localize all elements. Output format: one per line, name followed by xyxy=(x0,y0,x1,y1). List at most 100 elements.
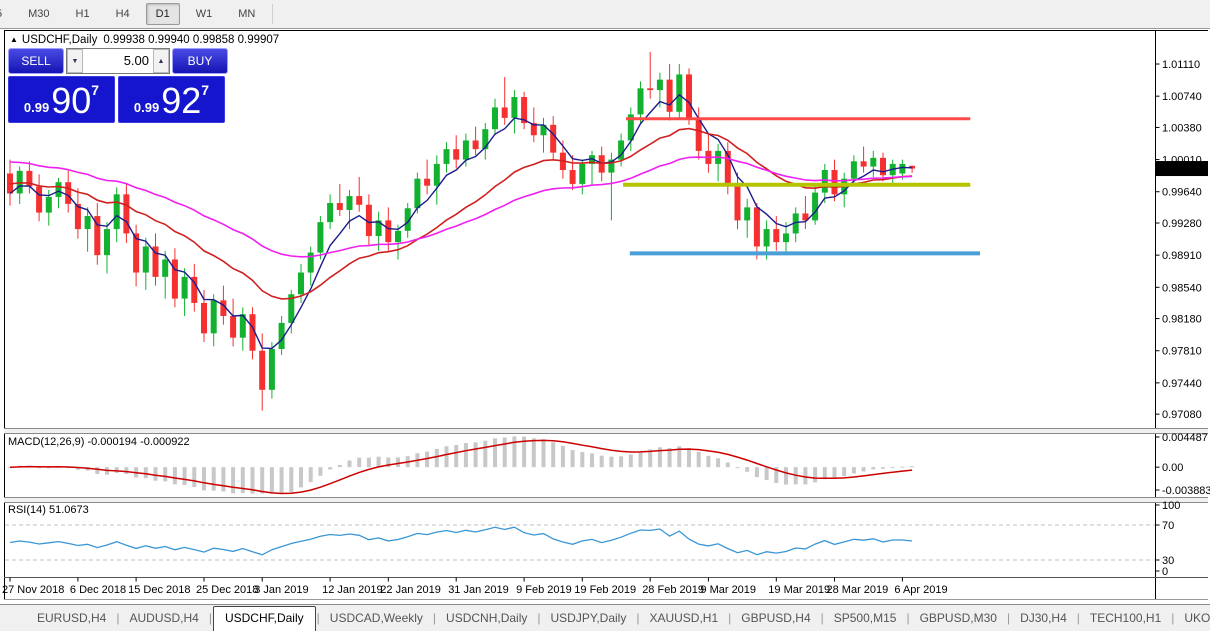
price-tick-label: 0.97810 xyxy=(1162,346,1202,358)
macd-bar xyxy=(202,467,206,491)
volume-decrease-button[interactable]: ▼ xyxy=(67,49,83,73)
macd-bar xyxy=(46,467,51,469)
tab-usdcad-weekly[interactable]: USDCAD,Weekly xyxy=(329,611,423,625)
tab-usdchf-daily[interactable]: USDCHF,Daily xyxy=(212,606,316,631)
candle-body xyxy=(860,161,867,167)
timeframe-button-mn[interactable]: MN xyxy=(238,8,256,20)
candle-body xyxy=(656,79,663,91)
macd-bar xyxy=(386,457,391,468)
tab-usdcnh-daily[interactable]: USDCNH,Daily xyxy=(446,611,528,625)
macd-bar xyxy=(754,467,759,478)
timeframe-button-d1[interactable]: D1 xyxy=(145,3,180,25)
candle-body xyxy=(647,88,654,91)
price-tick-label: 0.99280 xyxy=(1162,218,1202,230)
buy-price-big: 92 xyxy=(161,80,202,121)
timeframe-button-m30[interactable]: M30 xyxy=(28,8,50,20)
macd-bar xyxy=(163,467,168,482)
tab-dj30-h4[interactable]: DJ30,H4 xyxy=(1020,611,1067,625)
macd-bar xyxy=(890,467,895,469)
tab-separator: | xyxy=(316,611,320,625)
tab-sp500-m15[interactable]: SP500,M15 xyxy=(833,611,897,625)
macd-bar xyxy=(153,467,158,481)
macd-signal-line xyxy=(9,439,913,495)
candle-body xyxy=(385,220,392,243)
volume-increase-button[interactable]: ▲ xyxy=(153,49,169,73)
macd-bar xyxy=(774,467,779,484)
candle-body xyxy=(686,74,692,118)
macd-bar xyxy=(570,450,575,468)
macd-bar xyxy=(473,442,478,468)
tab-audusd-h4[interactable]: AUDUSD,H4 xyxy=(129,611,199,625)
candle-body xyxy=(492,107,498,130)
macd-bar xyxy=(192,467,197,488)
macd-bar xyxy=(376,456,381,468)
candle-body xyxy=(540,124,547,136)
volume-input[interactable]: 5.00 xyxy=(123,53,149,68)
candle-body xyxy=(239,314,246,338)
price-tick-label: 1.00380 xyxy=(1162,122,1202,134)
candle-body xyxy=(268,348,275,390)
macd-bar xyxy=(590,453,594,468)
macd-bar xyxy=(696,451,701,468)
tab-gbpusd-m30[interactable]: GBPUSD,M30 xyxy=(919,611,997,625)
date-axis-label: 28 Mar 2019 xyxy=(827,584,889,596)
tab-uko[interactable]: UKO xyxy=(1184,611,1210,625)
timeframe-button-h4[interactable]: H4 xyxy=(115,8,130,20)
tab-eurusd-h4[interactable]: EURUSD,H4 xyxy=(37,611,107,625)
candle-body xyxy=(637,88,644,115)
macd-bar xyxy=(269,467,274,494)
date-axis-label: 9 Feb 2019 xyxy=(516,584,572,596)
candle-body xyxy=(123,194,130,234)
sell-price-panel[interactable]: 0.99 90 7 xyxy=(8,76,115,123)
macd-bar xyxy=(706,455,711,468)
macd-bar xyxy=(260,467,265,494)
candle-body xyxy=(94,216,101,256)
macd-bar xyxy=(454,445,459,468)
timeframe-button-w1[interactable]: W1 xyxy=(195,8,213,20)
macd-bar xyxy=(580,452,585,468)
macd-bar xyxy=(871,467,876,470)
collapse-chart-icon[interactable]: ▲ xyxy=(10,35,18,44)
macd-axis-label: 0.00 xyxy=(1162,462,1183,474)
candle-body xyxy=(618,140,625,160)
candle-body xyxy=(249,314,256,351)
tab-tech100-h1[interactable]: TECH100,H1 xyxy=(1089,611,1162,625)
timeframe-toolbar: 5 M30 H1 H4 D1 W1 MN xyxy=(0,0,1210,29)
macd-bar xyxy=(522,436,527,468)
candle-body xyxy=(676,74,683,112)
macd-bar xyxy=(599,455,604,468)
timeframe-button-h1[interactable]: H1 xyxy=(75,8,90,20)
candle-body xyxy=(521,97,528,124)
candle-body xyxy=(65,182,72,204)
macd-bar xyxy=(357,457,362,468)
rsi-axis-label: 70 xyxy=(1162,520,1174,532)
macd-bar xyxy=(493,438,497,468)
macd-bar xyxy=(308,467,313,483)
candle-body xyxy=(792,213,799,234)
buy-button[interactable]: BUY xyxy=(172,48,228,74)
candle-body xyxy=(414,178,421,209)
price-tick-label: 0.97440 xyxy=(1162,378,1202,390)
date-axis-label: 31 Jan 2019 xyxy=(448,584,509,596)
timeframe-button-5[interactable]: 5 xyxy=(0,3,12,25)
candle-body xyxy=(695,117,702,151)
candle-body xyxy=(511,97,518,118)
candle-body xyxy=(298,272,304,295)
rsi-axis-label: 30 xyxy=(1162,555,1174,567)
sell-button[interactable]: SELL xyxy=(8,48,64,74)
tab-xauusd-h1[interactable]: XAUUSD,H1 xyxy=(649,611,719,625)
date-axis-label: 6 Apr 2019 xyxy=(894,584,947,596)
tab-gbpusd-h4[interactable]: GBPUSD,H4 xyxy=(741,611,811,625)
macd-bar xyxy=(900,466,905,468)
macd-bar xyxy=(657,447,662,468)
candle-body xyxy=(36,186,43,213)
buy-price-panel[interactable]: 0.99 92 7 xyxy=(118,76,225,123)
rsi-axis-label: 0 xyxy=(1162,566,1168,578)
tab-separator: | xyxy=(208,611,212,625)
macd-bar xyxy=(648,449,653,468)
date-axis-label: 28 Feb 2019 xyxy=(642,584,704,596)
candle-body xyxy=(365,204,372,237)
tab-usdjpy-daily[interactable]: USDJPY,Daily xyxy=(550,611,627,625)
macd-bar xyxy=(784,467,788,485)
